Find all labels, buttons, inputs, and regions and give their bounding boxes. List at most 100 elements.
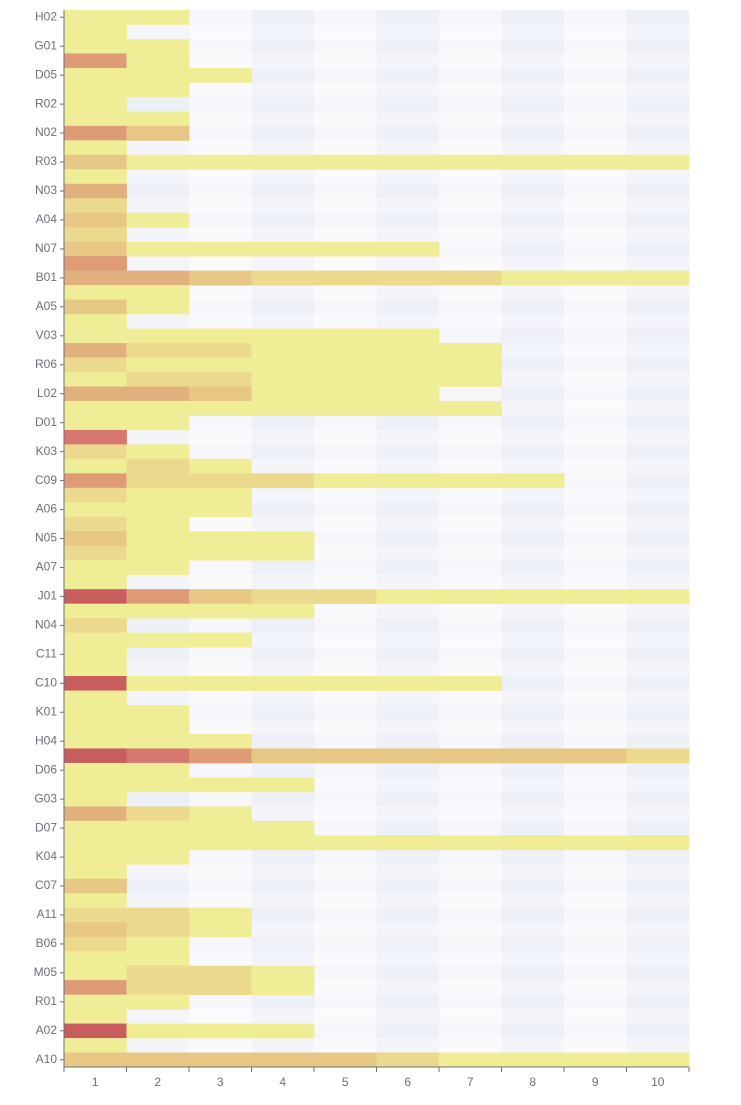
heatmap-cell [64, 10, 127, 25]
heatmap-cell [314, 835, 377, 851]
x-tick-label: 9 [592, 1075, 599, 1089]
heatmap-cell [189, 835, 252, 851]
heatmap-cell [439, 270, 502, 286]
y-tick-label: D06 [35, 762, 57, 776]
heatmap-cell [126, 82, 190, 98]
heatmap-cell [126, 632, 190, 648]
heatmap-cell [501, 589, 565, 605]
heatmap-cell [251, 835, 315, 851]
heatmap-cell [126, 241, 190, 257]
heatmap-cell [314, 386, 377, 402]
heatmap-cell [64, 1009, 127, 1024]
heatmap-cell [126, 285, 190, 300]
heatmap-cell [64, 386, 127, 402]
heatmap-cell [64, 936, 127, 952]
heatmap-cell [314, 676, 377, 691]
heatmap-cell [189, 676, 252, 691]
heatmap-cell [251, 241, 315, 257]
heatmap-cell [126, 270, 190, 286]
heatmap-cell [314, 589, 377, 605]
heatmap-cell [64, 371, 127, 387]
heatmap-cell [126, 748, 190, 764]
heatmap-cell [126, 922, 190, 938]
heatmap-cell [189, 328, 252, 344]
x-tick-label: 4 [279, 1075, 286, 1089]
heatmap-cell [439, 589, 502, 605]
y-tick-label: N05 [35, 531, 57, 545]
heatmap-cell [376, 371, 440, 387]
y-tick-label: K01 [36, 704, 58, 718]
heatmap-cell [64, 965, 127, 981]
heatmap-cell [126, 762, 190, 778]
heatmap-cell [376, 357, 440, 373]
y-tick-label: C07 [35, 878, 57, 892]
heatmap-cell [189, 806, 252, 822]
heatmap-cell [64, 82, 127, 98]
heatmap-cell [64, 777, 127, 793]
heatmap-cell [64, 343, 127, 358]
heatmap-cell [64, 400, 127, 416]
heatmap-cell [64, 719, 127, 735]
row-band [64, 256, 689, 271]
y-tick-label: K03 [36, 444, 58, 458]
column-band [564, 10, 627, 1067]
heatmap-cell [189, 371, 252, 387]
y-tick-label: A05 [36, 299, 58, 313]
heatmap-cell [376, 270, 440, 286]
heatmap-cell [126, 849, 190, 865]
y-tick-label: D01 [35, 415, 57, 429]
heatmap-cell [189, 343, 252, 358]
x-tick-label: 5 [342, 1075, 349, 1089]
y-tick-label: N02 [35, 125, 57, 139]
x-tick-label: 10 [651, 1075, 665, 1089]
heatmap-cell [501, 473, 565, 489]
heatmap-cell [64, 183, 127, 199]
heatmap-cell [439, 1052, 502, 1068]
heatmap-cell [126, 719, 190, 735]
heatmap-cell [64, 980, 127, 996]
heatmap-cell [126, 328, 190, 344]
row-band [64, 719, 689, 734]
heatmap-cell [64, 473, 127, 489]
y-tick-label: C09 [35, 473, 57, 487]
heatmap-cell [189, 270, 252, 286]
heatmap-cell [126, 589, 190, 605]
heatmap-cell [251, 343, 315, 358]
heatmap-cell [439, 835, 502, 851]
heatmap-cell [189, 748, 252, 764]
row-band [64, 140, 689, 155]
y-tick-label: N03 [35, 183, 57, 197]
heatmap-cell [64, 661, 127, 677]
column-band [626, 10, 690, 1067]
y-tick-label: B01 [36, 270, 58, 284]
heatmap-cell [64, 791, 127, 807]
heatmap-cell [126, 38, 190, 54]
row-band [64, 1009, 689, 1024]
heatmap-cell [189, 777, 252, 793]
y-tick-label: R06 [35, 357, 57, 371]
y-tick-label: R01 [35, 994, 57, 1008]
heatmap-cell [251, 1023, 315, 1039]
row-band [64, 198, 689, 213]
heatmap-cell [314, 371, 377, 387]
heatmap-cell [126, 531, 190, 547]
column-band [501, 10, 565, 1067]
heatmap-cell [64, 733, 127, 749]
heatmap-cell [251, 965, 315, 981]
heatmap-cell [64, 1023, 127, 1039]
heatmap-cell [564, 270, 627, 286]
heatmap-cell [439, 154, 502, 170]
y-tick-label: M05 [34, 965, 58, 979]
heatmap-cell [251, 357, 315, 373]
heatmap-cell [314, 473, 377, 489]
heatmap-cell [64, 748, 127, 764]
heatmap-cell [376, 343, 440, 358]
heatmap-cell [64, 299, 127, 315]
heatmap-cell [64, 574, 127, 590]
heatmap-cell [314, 154, 377, 170]
heatmap-cell [126, 603, 190, 619]
heatmap-cell [314, 1052, 377, 1068]
heatmap-cell [564, 154, 627, 170]
heatmap-cell [189, 67, 252, 83]
